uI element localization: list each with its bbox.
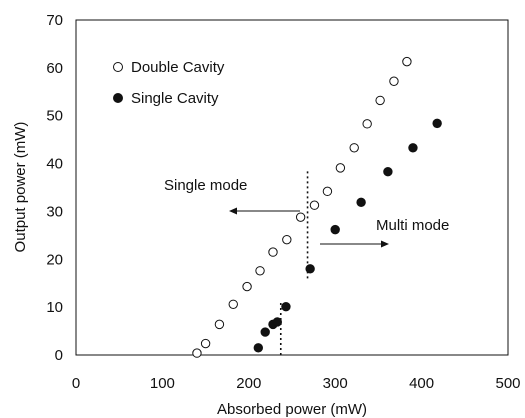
x-tick-labels: 0 100 200 300 400 500 <box>72 375 521 392</box>
point-series1-5 <box>305 264 315 274</box>
point-series1-8 <box>383 167 393 177</box>
point-series0-8 <box>295 212 306 222</box>
point-series0-14 <box>375 95 385 106</box>
point-series0-0 <box>192 348 202 358</box>
legend-label-double-cavity: Double Cavity <box>131 59 225 76</box>
data-points <box>192 56 442 358</box>
point-series0-11 <box>335 163 346 173</box>
point-series0-4 <box>242 281 252 292</box>
point-series0-2 <box>214 319 225 330</box>
point-series0-3 <box>228 299 238 309</box>
x-tick-label-3: 300 <box>323 375 348 392</box>
point-series1-6 <box>330 224 340 235</box>
point-series1-7 <box>356 197 366 208</box>
y-tick-label-1: 10 <box>46 299 63 316</box>
axes <box>75 19 509 356</box>
annotation-single-mode: Single mode <box>164 177 247 194</box>
annotation-multi-mode: Multi mode <box>376 217 449 234</box>
point-series0-1 <box>200 338 211 349</box>
x-tick-label-1: 100 <box>150 375 175 392</box>
legend-label-single-cavity: Single Cavity <box>131 90 219 107</box>
y-tick-label-5: 50 <box>46 108 63 125</box>
point-series0-13 <box>362 119 372 129</box>
y-tick-label-3: 30 <box>46 203 63 220</box>
y-axis-title: Output power (mW) <box>12 122 29 253</box>
point-series0-6 <box>268 247 278 257</box>
annotations: Single mode Multi mode <box>164 177 449 248</box>
y-tick-label-2: 20 <box>46 251 63 268</box>
point-series1-3 <box>272 317 283 327</box>
legend-marker-single-cavity <box>113 93 123 103</box>
point-series0-9 <box>309 200 320 210</box>
point-series0-15 <box>389 76 399 86</box>
legend: Double Cavity Single Cavity <box>113 59 225 107</box>
y-tick-label-7: 70 <box>46 12 63 29</box>
point-series0-10 <box>322 186 333 197</box>
point-series1-1 <box>260 327 270 337</box>
threshold-lines <box>279 168 309 355</box>
plot-frame <box>75 19 509 356</box>
x-tick-label-0: 0 <box>72 375 80 392</box>
point-series0-12 <box>349 143 359 153</box>
x-tick-label-2: 200 <box>236 375 261 392</box>
arrowhead-right-multi-mode <box>381 240 389 248</box>
x-tick-label-4: 400 <box>409 375 434 392</box>
y-tick-labels: 0 10 20 30 40 50 60 70 <box>46 12 63 364</box>
y-tick-label-4: 40 <box>46 156 63 173</box>
y-tick-label-0: 0 <box>55 347 63 364</box>
point-series1-9 <box>408 143 418 153</box>
point-series0-5 <box>255 266 265 276</box>
y-tick-label-6: 60 <box>46 60 63 77</box>
point-series1-10 <box>432 118 442 129</box>
point-series0-16 <box>402 56 412 67</box>
point-series1-0 <box>253 343 264 353</box>
point-series1-4 <box>281 301 291 312</box>
x-axis-title: Absorbed power (mW) <box>217 401 367 418</box>
arrowhead-left-single-mode <box>229 207 237 215</box>
x-tick-label-5: 500 <box>495 375 520 392</box>
point-series0-7 <box>282 234 292 245</box>
legend-marker-double-cavity <box>113 62 123 72</box>
